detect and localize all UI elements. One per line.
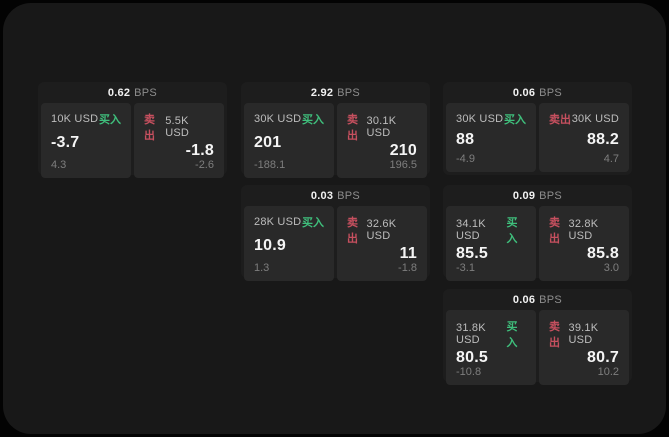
sell-label: 卖出	[347, 217, 358, 245]
spread-header: 0.06 BPS	[446, 82, 629, 103]
sell-delta: -1.8	[398, 262, 417, 274]
spread-value: 0.09	[512, 189, 536, 202]
quote-card-6: 0.06 BPS 31.8K USD 买入 80.5 -10.8 卖出 39.1…	[443, 289, 632, 385]
sell-delta: 10.2	[597, 366, 619, 378]
bps-label: BPS	[539, 189, 563, 202]
sell-label: 卖出	[549, 217, 560, 245]
buy-panel[interactable]: 28K USD 买入 10.9 1.3	[244, 206, 334, 281]
sell-delta: 3.0	[603, 262, 619, 274]
trading-window: 0.62 BPS 10K USD 买入 -3.7 4.3 卖出 5.5K USD…	[3, 3, 666, 434]
buy-delta: -3.1	[456, 262, 475, 274]
buy-price: 10.9	[254, 237, 286, 254]
buy-delta: -188.1	[254, 159, 286, 171]
buy-delta: 1.3	[254, 262, 270, 274]
sell-notional: 5.5K USD	[165, 115, 190, 139]
buy-label: 买入	[99, 114, 121, 126]
sell-price: 88.2	[587, 131, 619, 148]
quote-card-4: 0.03 BPS 28K USD 买入 10.9 1.3 卖出 32.6K US…	[241, 185, 430, 281]
spread-header: 0.09 BPS	[446, 185, 629, 206]
quote-card-2: 2.92 BPS 30K USD 买入 201 -188.1 卖出 30.1K …	[241, 82, 430, 178]
sell-notional: 32.8K USD	[568, 218, 599, 242]
bps-label: BPS	[337, 189, 361, 202]
buy-price: -3.7	[51, 134, 80, 151]
sell-price: 85.8	[587, 245, 619, 262]
bps-label: BPS	[134, 86, 158, 99]
buy-panel[interactable]: 30K USD 买入 88 -4.9	[446, 103, 536, 172]
spread-value: 2.92	[310, 86, 334, 99]
sell-panel[interactable]: 卖出 5.5K USD -1.8 -2.6	[134, 103, 224, 178]
sell-notional: 32.6K USD	[366, 218, 397, 242]
buy-notional: 31.8K USD	[456, 322, 486, 346]
sell-label: 卖出	[347, 114, 358, 142]
spread-header: 0.03 BPS	[244, 185, 427, 206]
buy-panel[interactable]: 31.8K USD 买入 80.5 -10.8	[446, 310, 536, 385]
buy-label: 买入	[504, 114, 526, 126]
buy-panel[interactable]: 34.1K USD 买入 85.5 -3.1	[446, 206, 536, 281]
spread-value: 0.06	[512, 86, 536, 99]
quote-card-3: 0.06 BPS 30K USD 买入 88 -4.9 卖出 30K USD 8…	[443, 82, 632, 175]
buy-delta: 4.3	[51, 159, 67, 171]
quote-card-1: 0.62 BPS 10K USD 买入 -3.7 4.3 卖出 5.5K USD…	[38, 82, 227, 178]
buy-label: 买入	[506, 321, 518, 349]
sell-delta: 4.7	[603, 153, 619, 165]
buy-label: 买入	[302, 114, 324, 126]
sell-panel[interactable]: 卖出 32.8K USD 85.8 3.0	[539, 206, 629, 281]
sell-price: 210	[389, 142, 417, 159]
buy-notional: 10K USD	[51, 113, 99, 125]
sell-price: 80.7	[587, 349, 619, 366]
spread-value: 0.62	[107, 86, 131, 99]
spread-header: 0.06 BPS	[446, 289, 629, 310]
sell-label: 卖出	[549, 321, 560, 349]
sell-panel[interactable]: 卖出 39.1K USD 80.7 10.2	[539, 310, 629, 385]
sell-label: 卖出	[144, 114, 155, 142]
spread-header: 2.92 BPS	[244, 82, 427, 103]
sell-notional: 30K USD	[571, 113, 619, 125]
buy-delta: -4.9	[456, 153, 475, 165]
quote-card-5: 0.09 BPS 34.1K USD 买入 85.5 -3.1 卖出 32.8K…	[443, 185, 632, 281]
bps-label: BPS	[539, 293, 563, 306]
buy-delta: -10.8	[456, 366, 482, 378]
bps-label: BPS	[337, 86, 361, 99]
sell-notional: 39.1K USD	[568, 322, 599, 346]
sell-price: -1.8	[185, 142, 214, 159]
bps-label: BPS	[539, 86, 563, 99]
buy-notional: 30K USD	[456, 113, 504, 125]
sell-price: 11	[399, 245, 417, 262]
buy-notional: 34.1K USD	[456, 218, 486, 242]
sell-delta: 196.5	[389, 159, 417, 171]
buy-panel[interactable]: 10K USD 买入 -3.7 4.3	[41, 103, 131, 178]
sell-panel[interactable]: 卖出 32.6K USD 11 -1.8	[337, 206, 427, 281]
sell-panel[interactable]: 卖出 30.1K USD 210 196.5	[337, 103, 427, 178]
buy-label: 买入	[506, 217, 518, 245]
spread-header: 0.62 BPS	[41, 82, 224, 103]
buy-notional: 30K USD	[254, 113, 302, 125]
buy-price: 85.5	[456, 245, 488, 262]
buy-price: 201	[254, 134, 282, 151]
sell-delta: -2.6	[195, 159, 214, 171]
spread-value: 0.03	[310, 189, 334, 202]
buy-price: 88	[456, 131, 475, 148]
buy-panel[interactable]: 30K USD 买入 201 -188.1	[244, 103, 334, 178]
sell-notional: 30.1K USD	[366, 115, 397, 139]
buy-label: 买入	[302, 217, 324, 229]
buy-price: 80.5	[456, 349, 488, 366]
sell-panel[interactable]: 卖出 30K USD 88.2 4.7	[539, 103, 629, 172]
buy-notional: 28K USD	[254, 216, 302, 228]
spread-value: 0.06	[512, 293, 536, 306]
sell-label: 卖出	[549, 114, 571, 126]
